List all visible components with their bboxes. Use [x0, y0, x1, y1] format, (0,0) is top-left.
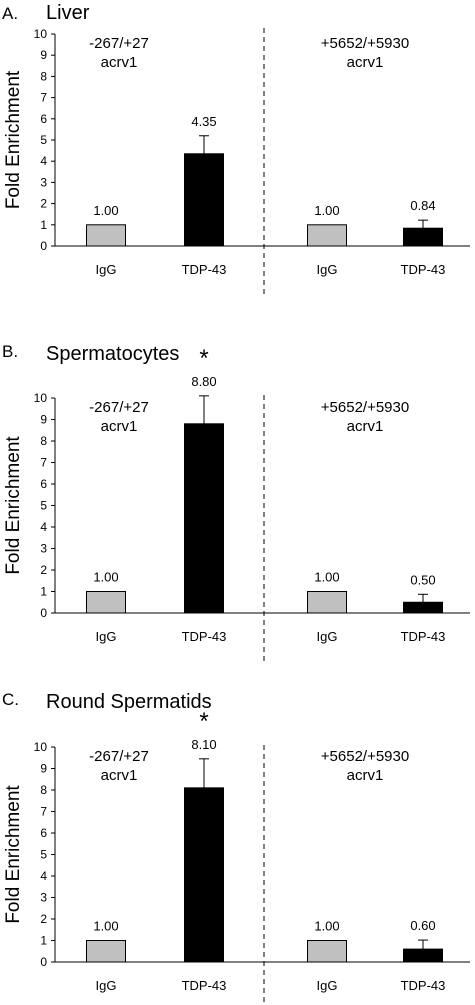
y-tick-label: 3: [40, 542, 47, 556]
panel-title: Spermatocytes: [46, 343, 179, 365]
data-label: 4.35: [191, 114, 216, 129]
significance-marker: *: [199, 708, 208, 735]
data-label: 1.00: [93, 919, 118, 934]
panel-letter: A.: [2, 4, 18, 23]
y-tick-label: 8: [40, 69, 47, 83]
panel-title: Liver: [46, 2, 90, 24]
category-label: TDP-43: [401, 262, 446, 277]
region-label: acrv1: [101, 54, 138, 71]
bar: [86, 224, 126, 247]
y-tick-label: 6: [40, 112, 47, 126]
y-tick-label: 6: [40, 477, 47, 491]
data-label: 1.00: [314, 919, 339, 934]
y-tick-label: 4: [40, 869, 47, 883]
y-tick-label: 8: [40, 434, 47, 448]
bar: [86, 940, 126, 963]
bar: [86, 591, 126, 614]
category-label: IgG: [317, 978, 338, 993]
y-tick-label: 9: [40, 413, 47, 427]
y-tick-label: 10: [34, 391, 48, 405]
y-axis-label: Fold Enrichment: [3, 785, 24, 924]
data-label: 8.80: [191, 374, 216, 389]
category-label: TDP-43: [401, 629, 446, 644]
y-tick-label: 1: [40, 934, 47, 948]
y-tick-label: 2: [40, 563, 47, 577]
y-tick-label: 10: [34, 740, 48, 754]
y-tick-label: 0: [40, 239, 47, 253]
region-label: +5652/+5930: [321, 35, 409, 52]
y-tick-label: 7: [40, 456, 47, 470]
y-tick-label: 0: [40, 606, 47, 620]
region-label: acrv1: [347, 418, 384, 435]
y-tick-label: 3: [40, 891, 47, 905]
y-tick-label: 7: [40, 805, 47, 819]
region-label: +5652/+5930: [321, 748, 409, 765]
y-tick-label: 7: [40, 91, 47, 105]
category-label: IgG: [96, 262, 117, 277]
chart-panel-3: C. Round Spermatids Fold Enrichment 0 1 2 3 4 5 6…: [2, 690, 470, 993]
category-label: TDP-43: [182, 262, 227, 277]
bar: [184, 423, 224, 614]
region-label: +5652/+5930: [321, 399, 409, 416]
region-label: acrv1: [347, 54, 384, 71]
y-tick-label: 10: [34, 27, 48, 41]
data-label: 8.10: [191, 737, 216, 752]
y-tick-label: 1: [40, 218, 47, 232]
category-label: IgG: [317, 262, 338, 277]
y-tick-label: 2: [40, 912, 47, 926]
region-label: acrv1: [347, 767, 384, 784]
data-label: 1.00: [314, 203, 339, 218]
bar: [184, 787, 224, 963]
y-tick-label: 5: [40, 499, 47, 513]
y-tick-label: 4: [40, 154, 47, 168]
y-tick-label: 9: [40, 762, 47, 776]
bar: [403, 227, 443, 247]
bar: [307, 940, 347, 963]
data-label: 0.60: [410, 918, 435, 933]
panel-letter: B.: [2, 342, 18, 361]
data-label: 1.00: [93, 203, 118, 218]
region-label: acrv1: [101, 767, 138, 784]
panel-letter: C.: [2, 690, 19, 709]
y-tick-label: 9: [40, 48, 47, 62]
data-label: 0.50: [410, 572, 435, 587]
data-label: 1.00: [93, 570, 118, 585]
category-label: IgG: [96, 629, 117, 644]
data-label: 0.84: [410, 198, 435, 213]
y-tick-label: 2: [40, 197, 47, 211]
category-label: TDP-43: [182, 629, 227, 644]
bar: [403, 601, 443, 614]
y-tick-label: 8: [40, 783, 47, 797]
y-tick-label: 5: [40, 848, 47, 862]
region-label: -267/+27: [89, 748, 149, 765]
y-tick-label: 1: [40, 585, 47, 599]
category-label: IgG: [317, 629, 338, 644]
y-axis-label: Fold Enrichment: [3, 436, 24, 575]
bar: [184, 153, 224, 247]
y-axis-label: Fold Enrichment: [3, 70, 24, 209]
region-label: -267/+27: [89, 35, 149, 52]
category-label: IgG: [96, 978, 117, 993]
panel-title: Round Spermatids: [46, 691, 212, 713]
region-label: -267/+27: [89, 399, 149, 416]
y-tick-label: 6: [40, 826, 47, 840]
data-label: 1.00: [314, 570, 339, 585]
category-label: TDP-43: [401, 978, 446, 993]
category-label: TDP-43: [182, 978, 227, 993]
y-tick-label: 5: [40, 133, 47, 147]
y-tick-label: 0: [40, 955, 47, 969]
bar: [307, 224, 347, 247]
significance-marker: *: [199, 345, 208, 372]
bar: [307, 591, 347, 614]
bar: [403, 948, 443, 963]
y-tick-label: 3: [40, 175, 47, 189]
chart-panel-1: A. Liver Fold Enrichment 0 1 2 3 4 5 6 7 8 9 10 1.00 Ig…: [2, 2, 470, 277]
region-label: acrv1: [101, 418, 138, 435]
chart-panel-2: B. Spermatocytes Fold Enrichment 0 1 2 3 4 5 6 7 8 9…: [2, 342, 470, 644]
y-tick-label: 4: [40, 520, 47, 534]
